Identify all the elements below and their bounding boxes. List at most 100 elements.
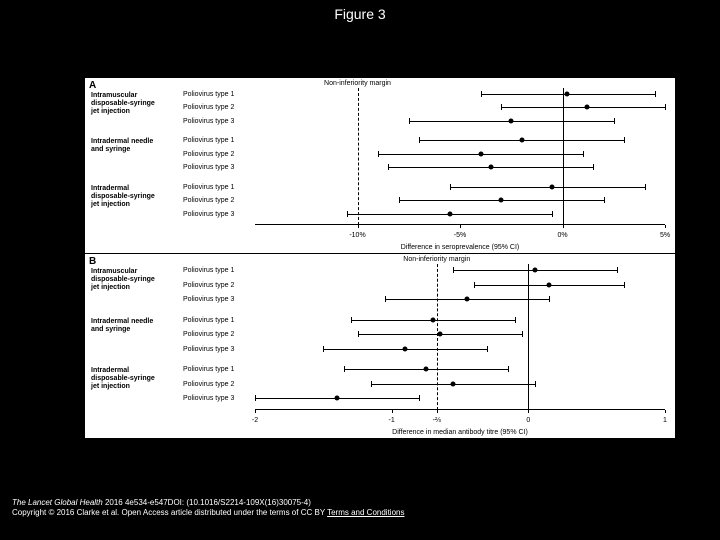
point-estimate [550,184,555,189]
ci-cap [593,164,594,170]
point-estimate [335,396,340,401]
point-estimate [519,138,524,143]
ci-line [450,187,645,188]
group-label: Intradermal disposable-syringe jet injec… [91,367,161,391]
ci-cap [409,118,410,124]
group-label: Intradermal disposable-syringe jet injec… [91,185,161,209]
group-label: Intradermal needle and syringe [91,318,161,334]
tick-label: -5% [454,232,466,239]
tick [437,410,438,413]
figure-title: Figure 3 [0,0,720,22]
noninferiority-margin-line [437,264,438,410]
point-estimate [546,282,551,287]
ci-cap [522,331,523,337]
tick [563,225,564,228]
plot-area-b: -2-1-⅔01Difference in median antibody ti… [255,264,665,410]
virus-label: Poliovirus type 1 [183,184,234,191]
noninferiority-margin-label: Non-inferiority margin [324,80,391,87]
point-estimate [451,381,456,386]
ci-cap [371,381,372,387]
ci-cap [624,282,625,288]
tick-label: -10% [349,232,365,239]
virus-label: Poliovirus type 3 [183,346,234,353]
tick [460,225,461,228]
ci-cap [453,267,454,273]
group-label: Intramuscular disposable-syringe jet inj… [91,92,161,116]
point-estimate [488,165,493,170]
ci-cap [358,331,359,337]
group-label: Intramuscular disposable-syringe jet inj… [91,268,161,292]
ci-cap [378,151,379,157]
group-label: Intradermal needle and syringe [91,138,161,154]
zero-line [563,88,564,225]
noninferiority-margin-line [358,88,359,225]
ci-cap [419,137,420,143]
ci-cap [508,366,509,372]
ci-cap [347,211,348,217]
point-estimate [585,105,590,110]
virus-label: Poliovirus type 2 [183,331,234,338]
tick [665,410,666,413]
ci-cap [645,184,646,190]
citation-ref: 2016 4e534-e547DOI: (10.1016/S2214-109X(… [103,498,311,507]
virus-label: Poliovirus type 2 [183,282,234,289]
point-estimate [478,151,483,156]
ci-cap [481,91,482,97]
ci-cap [617,267,618,273]
virus-label: Poliovirus type 3 [183,164,234,171]
ci-cap [388,164,389,170]
tick [665,225,666,228]
copyright-text: Copyright © 2016 Clarke et al. Open Acce… [12,508,327,517]
virus-label: Poliovirus type 1 [183,137,234,144]
x-axis-title: Difference in median antibody titre (95%… [392,429,528,436]
point-estimate [430,317,435,322]
point-estimate [533,268,538,273]
point-estimate [509,118,514,123]
forest-plots: A Intramuscular disposable-syringe jet i… [85,78,675,438]
ci-cap [255,395,256,401]
point-estimate [423,367,428,372]
tick-label: 1 [663,417,667,424]
tick [528,410,529,413]
noninferiority-margin-label: Non-inferiority margin [403,256,470,263]
zero-line [528,264,529,410]
ci-cap [323,346,324,352]
ci-cap [655,91,656,97]
virus-label: Poliovirus type 2 [183,151,234,158]
ci-cap [614,118,615,124]
ci-cap [474,282,475,288]
point-estimate [403,346,408,351]
point-estimate [464,297,469,302]
tick [358,225,359,228]
point-estimate [447,211,452,216]
ci-cap [419,395,420,401]
ci-cap [344,366,345,372]
virus-label: Poliovirus type 2 [183,197,234,204]
terms-link[interactable]: Terms and Conditions [327,508,404,517]
tick-label: 0% [557,232,567,239]
tick-label: -1 [389,417,395,424]
virus-label: Poliovirus type 3 [183,296,234,303]
point-estimate [437,332,442,337]
ci-cap [549,296,550,302]
panel-a-label: A [89,80,96,91]
ci-cap [583,151,584,157]
panel-b-label: B [89,256,96,267]
ci-cap [552,211,553,217]
ci-cap [351,317,352,323]
virus-label: Poliovirus type 3 [183,118,234,125]
tick-label: -⅔ [433,417,441,424]
virus-label: Poliovirus type 1 [183,317,234,324]
virus-label: Poliovirus type 1 [183,91,234,98]
ci-cap [501,104,502,110]
virus-label: Poliovirus type 3 [183,395,234,402]
virus-label: Poliovirus type 2 [183,381,234,388]
journal-name: The Lancet Global Health [12,498,103,507]
ci-cap [450,184,451,190]
virus-label: Poliovirus type 1 [183,366,234,373]
citation: The Lancet Global Health 2016 4e534-e547… [12,498,404,518]
ci-cap [399,197,400,203]
x-axis-title: Difference in seroprevalence (95% CI) [401,244,520,251]
tick-label: -2 [252,417,258,424]
ci-cap [385,296,386,302]
